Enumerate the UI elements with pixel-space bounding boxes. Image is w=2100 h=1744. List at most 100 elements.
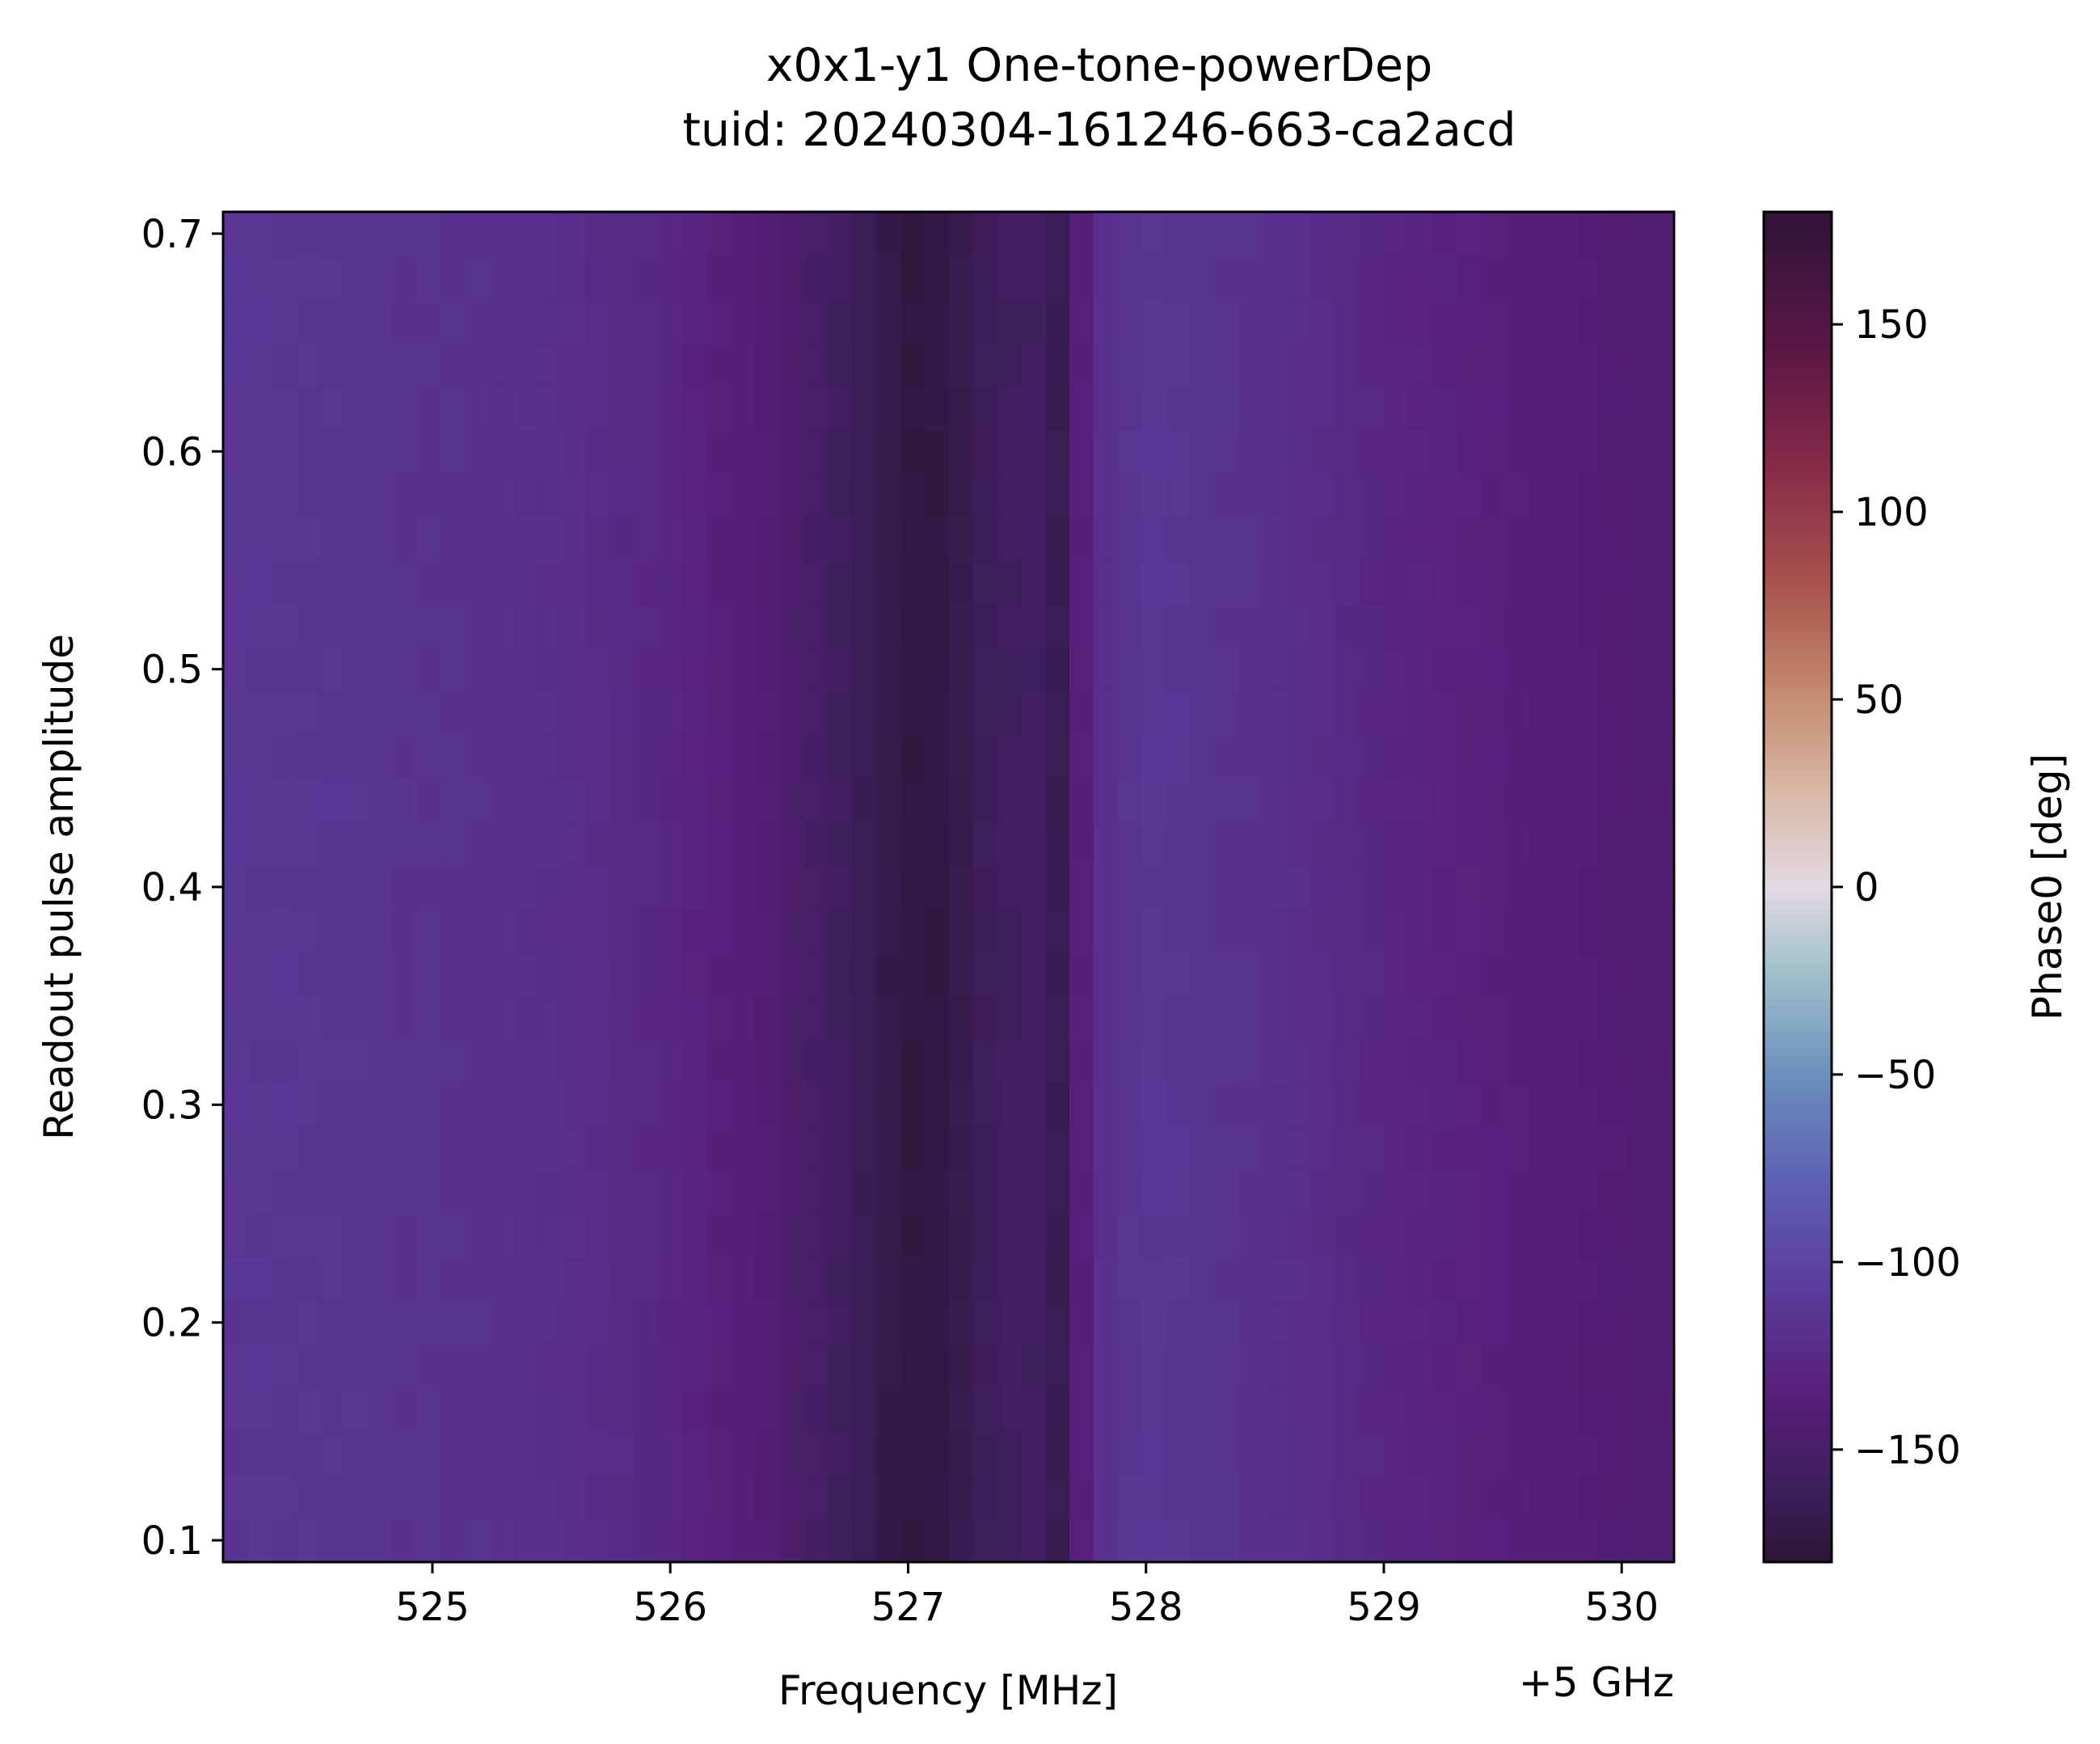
- heatmap-cell: [731, 1431, 756, 1476]
- heatmap-cell: [1456, 1518, 1482, 1563]
- heatmap-cell: [1238, 1518, 1264, 1563]
- heatmap-cell: [368, 865, 394, 910]
- heatmap-cell: [537, 517, 563, 561]
- heatmap-cell: [1190, 429, 1216, 475]
- heatmap-cell: [609, 1039, 635, 1084]
- heatmap-cell: [585, 342, 611, 387]
- heatmap-cell: [875, 908, 901, 953]
- heatmap-cell: [247, 386, 272, 431]
- heatmap-cell: [489, 1256, 514, 1302]
- heatmap-cell: [1214, 690, 1240, 736]
- heatmap-cell: [465, 952, 490, 997]
- heatmap-cell: [1094, 517, 1119, 561]
- heatmap-cell: [1626, 1256, 1651, 1302]
- heatmap-cell: [368, 908, 394, 953]
- heatmap-cell: [706, 1126, 732, 1171]
- heatmap-cell: [1480, 1126, 1506, 1171]
- heatmap-cell: [1601, 821, 1626, 866]
- heatmap-cell: [392, 778, 418, 822]
- heatmap-cell: [1360, 429, 1385, 475]
- heatmap-cell: [1021, 1126, 1046, 1171]
- heatmap-cell: [1529, 908, 1554, 953]
- heatmap-cell: [1553, 560, 1579, 605]
- heatmap-cell: [585, 1344, 611, 1389]
- heatmap-cell: [682, 1344, 708, 1389]
- heatmap-cell: [1407, 647, 1433, 692]
- heatmap-cell: [1021, 255, 1046, 300]
- heatmap-cell: [706, 1344, 732, 1389]
- heatmap-cell: [827, 298, 853, 344]
- heatmap-cell: [609, 386, 635, 431]
- heatmap-cell: [900, 1431, 926, 1476]
- heatmap-cell: [1407, 690, 1433, 736]
- heatmap-cell: [634, 603, 660, 648]
- heatmap-cell: [972, 821, 998, 866]
- heatmap-cell: [634, 908, 660, 953]
- heatmap-cell: [1335, 1256, 1360, 1302]
- heatmap-cell: [1432, 1431, 1457, 1476]
- heatmap-cell: [561, 647, 587, 692]
- heatmap-cell: [368, 255, 394, 300]
- heatmap-cell: [1335, 1431, 1360, 1476]
- heatmap-cell: [441, 1300, 466, 1345]
- heatmap-cell: [344, 1083, 369, 1128]
- heatmap-cell: [875, 255, 901, 300]
- heatmap-cell: [1577, 690, 1603, 736]
- heatmap-cell: [1311, 1170, 1336, 1214]
- heatmap-cell: [1456, 298, 1482, 344]
- heatmap-cell: [755, 603, 780, 648]
- heatmap-cell: [609, 603, 635, 648]
- heatmap-cell: [875, 1083, 901, 1128]
- heatmap-cell: [1504, 1475, 1530, 1519]
- heatmap-cell: [344, 734, 369, 779]
- heatmap-cell: [271, 212, 297, 256]
- heatmap-cell: [513, 342, 538, 387]
- heatmap-cell: [900, 1126, 926, 1171]
- heatmap-cell: [1335, 865, 1360, 910]
- heatmap-cell: [271, 1387, 297, 1433]
- y-tick-label: 0.2: [141, 1301, 203, 1346]
- heatmap-cell: [1214, 778, 1240, 822]
- heatmap-cell: [706, 386, 732, 431]
- heatmap-cell: [1480, 1039, 1506, 1084]
- heatmap-cell: [1577, 647, 1603, 692]
- chart-title-line-2: tuid: 20240304-161246-663-ca2acd: [682, 103, 1516, 157]
- heatmap-cell: [1626, 1518, 1651, 1563]
- heatmap-cell: [295, 560, 321, 605]
- heatmap-cell: [1263, 778, 1288, 822]
- heatmap-cell: [779, 1431, 804, 1476]
- heatmap-cell: [465, 517, 490, 561]
- heatmap-cell: [1190, 212, 1216, 256]
- heatmap-cell: [1263, 995, 1288, 1041]
- heatmap-cell: [731, 1387, 756, 1433]
- heatmap-cell: [851, 1039, 877, 1084]
- heatmap-cell: [1287, 212, 1313, 256]
- heatmap-cell: [1214, 298, 1240, 344]
- heatmap-cell: [924, 995, 950, 1041]
- heatmap-cell: [537, 255, 563, 300]
- heatmap-cell: [1384, 647, 1409, 692]
- heatmap-cell: [731, 908, 756, 953]
- heatmap-cell: [1360, 647, 1385, 692]
- heatmap-cell: [851, 473, 877, 517]
- heatmap-cell: [392, 690, 418, 736]
- heatmap-cell: [489, 1475, 514, 1519]
- heatmap-cell: [779, 1475, 804, 1519]
- heatmap-cell: [1069, 1039, 1094, 1084]
- heatmap-cell: [1650, 908, 1675, 953]
- heatmap-cell: [1529, 1518, 1554, 1563]
- heatmap-cell: [900, 429, 926, 475]
- heatmap-cell: [271, 386, 297, 431]
- heatmap-cell: [1311, 560, 1336, 605]
- heatmap-cell: [1504, 255, 1530, 300]
- heatmap-cell: [1263, 952, 1288, 997]
- heatmap-cell: [247, 212, 272, 256]
- heatmap-cell: [1311, 1475, 1336, 1519]
- heatmap-cell: [247, 778, 272, 822]
- heatmap-cell: [1626, 560, 1651, 605]
- heatmap-cell: [1190, 473, 1216, 517]
- heatmap-cell: [1287, 865, 1313, 910]
- heatmap-cell: [924, 1518, 950, 1563]
- heatmap-cell: [1577, 603, 1603, 648]
- heatmap-cell: [1166, 778, 1191, 822]
